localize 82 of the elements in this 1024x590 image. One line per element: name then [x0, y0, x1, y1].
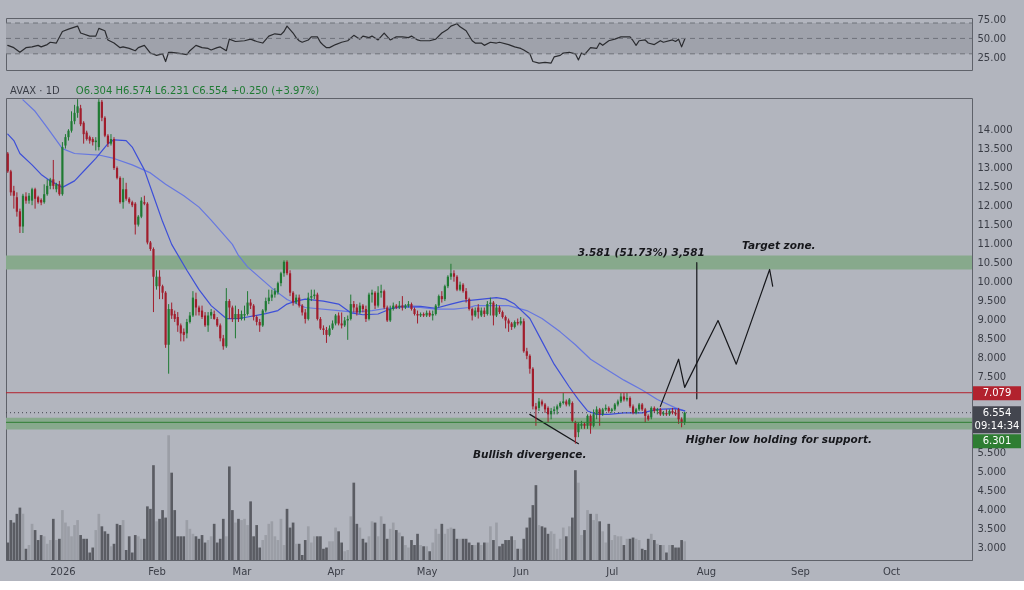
band-label: Higher low holding for support.	[685, 432, 872, 445]
bar	[649, 533, 653, 560]
candlestick	[27, 192, 31, 205]
x-tick-label: Feb	[148, 565, 166, 577]
bar	[97, 513, 101, 560]
ref-line-label: 6.554 09:14:34	[974, 406, 1020, 431]
bar	[489, 526, 492, 560]
y-tick-label: 11.500	[977, 219, 1013, 231]
candlestick	[619, 392, 622, 404]
y-tick-label: 10.500	[977, 257, 1013, 269]
y-tick-label: 8.500	[977, 333, 1007, 345]
bar	[513, 540, 517, 560]
y-tick-label: 75.00	[977, 13, 1007, 25]
candlestick	[349, 294, 352, 321]
x-tick-label: Sep	[791, 565, 810, 577]
y-tick-label: 10.000	[977, 276, 1013, 288]
band-label: Target zone.	[742, 239, 816, 252]
y-tick-label: 9.500	[977, 295, 1007, 307]
x-tick-label: Oct	[882, 565, 901, 577]
y-tick-label: 4.000	[977, 504, 1007, 516]
bar	[48, 540, 52, 560]
candlestick	[622, 392, 626, 402]
bar	[234, 522, 237, 560]
y-tick-label: 8.000	[977, 352, 1007, 364]
ref-line-label: 6.301	[982, 434, 1012, 446]
bar	[601, 531, 605, 560]
y-tick-label: 7.500	[977, 371, 1007, 383]
line-series	[7, 23, 686, 64]
chart-title: AVAX · 1D	[10, 85, 60, 96]
bar	[167, 435, 170, 560]
x-tick-label: 2026	[50, 565, 76, 577]
candlestick	[155, 269, 158, 291]
y-tick-label: 9.000	[977, 314, 1007, 326]
bar	[391, 522, 395, 560]
candlestick	[571, 400, 574, 423]
y-tick-label: 50.00	[977, 32, 1007, 44]
bar	[328, 541, 331, 560]
bar	[306, 526, 310, 560]
bar	[495, 522, 498, 560]
bar	[349, 516, 353, 560]
bar	[139, 538, 143, 560]
x-tick-label: Jun	[512, 565, 530, 577]
chart-subtitle: O6.304 H6.574 L6.231 C6.554 +0.250 (+3.97%)	[75, 85, 320, 96]
series-label: 3.581 (51.73%) 3,581	[577, 245, 705, 258]
candlestick	[52, 159, 55, 190]
x-tick-label: Mar	[232, 565, 253, 577]
y-tick-label: 25.00	[977, 52, 1007, 64]
bar	[61, 510, 64, 560]
bar	[595, 513, 598, 560]
y-tick-label: 3.500	[977, 523, 1007, 535]
bar	[437, 533, 441, 560]
x-tick-label: Apr	[327, 565, 346, 577]
y-tick-label: 5.000	[977, 466, 1007, 478]
candlestick	[194, 292, 198, 316]
bar	[561, 527, 565, 560]
y-tick-label: 5.500	[977, 447, 1007, 459]
bar	[398, 532, 401, 560]
candlestick	[158, 269, 161, 300]
y-tick-label: 3.000	[977, 542, 1007, 554]
bar	[567, 526, 571, 560]
series-label: Bullish divergence.	[473, 447, 587, 460]
bar	[407, 547, 410, 560]
bar	[224, 536, 228, 560]
bar	[76, 520, 79, 560]
y-tick-label: 14.000	[977, 124, 1013, 136]
y-tick-label: 11.000	[977, 238, 1013, 250]
y-tick-label: 12.000	[977, 200, 1013, 212]
bar	[334, 527, 337, 560]
x-tick-label: Jul	[605, 565, 619, 577]
candlestick	[43, 183, 46, 205]
y-tick-label: 4.500	[977, 485, 1007, 497]
bar	[404, 545, 407, 560]
x-tick-label: May	[416, 565, 438, 577]
y-tick-label: 12.500	[977, 181, 1013, 193]
ref-line-label: 7.079	[982, 386, 1012, 398]
x-tick-label: Aug	[696, 565, 717, 577]
y-tick-label: 13.500	[977, 143, 1013, 155]
candlestick	[228, 298, 231, 320]
bar	[577, 482, 580, 560]
y-tick-label: 13.000	[977, 162, 1013, 174]
bar	[343, 551, 347, 560]
candlestick	[246, 290, 249, 316]
